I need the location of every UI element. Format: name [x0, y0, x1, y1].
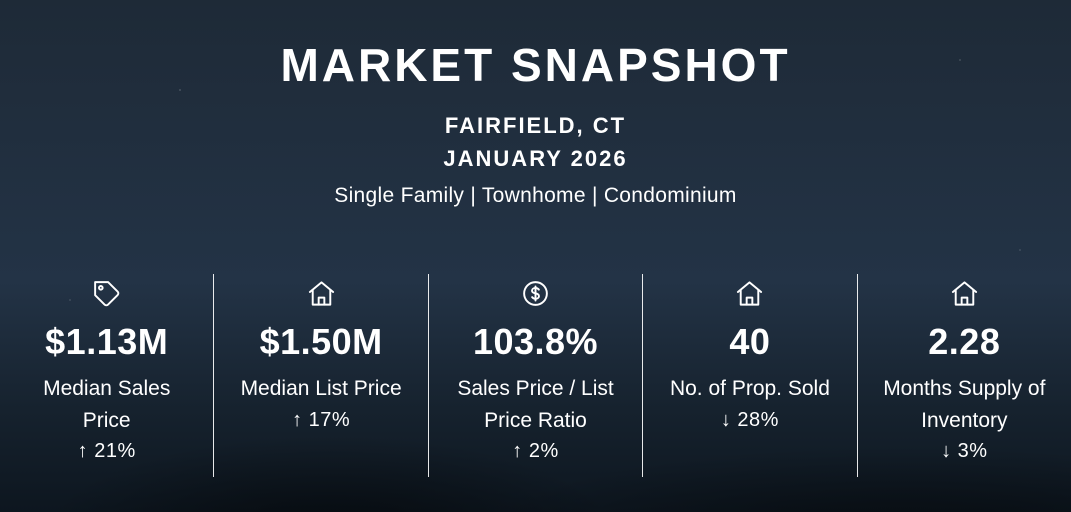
- stat-value: $1.13M: [45, 321, 169, 362]
- page-title: MARKET SNAPSHOT: [280, 39, 791, 91]
- stat-label: Sales Price / List Price Ratio: [457, 377, 614, 432]
- header: MARKET SNAPSHOT FAIRFIELD, CT JANUARY 20…: [0, 0, 1071, 208]
- stat-label: Months Supply of Inventory: [883, 377, 1046, 432]
- stat-value: 103.8%: [472, 321, 599, 362]
- stat-value: 40: [729, 321, 771, 362]
- stat-label: No. of Prop. Sold: [669, 377, 830, 400]
- stat-label: Median Sales Price: [43, 377, 171, 432]
- stat-change: ↑ 2%: [512, 440, 559, 462]
- stats-row: $1.13M Median Sales Price ↑ 21% $1.50M M…: [0, 274, 1071, 477]
- stat-value: $1.50M: [259, 321, 383, 362]
- home-icon: [949, 278, 980, 310]
- property-types-subtitle: Single Family | Townhome | Condominium: [334, 183, 737, 207]
- stat-value: 2.28: [928, 321, 1001, 362]
- dollar-circle-icon: [520, 278, 551, 310]
- stat-median-list-price: $1.50M Median List Price ↑ 17%: [213, 274, 427, 477]
- stat-change: ↑ 21%: [77, 440, 136, 462]
- home-icon: [306, 278, 337, 310]
- home-icon: [734, 278, 765, 310]
- tag-icon: [91, 278, 122, 310]
- location-subtitle: FAIRFIELD, CT: [444, 112, 627, 138]
- stat-change: ↓ 3%: [941, 440, 988, 462]
- stat-median-sales-price: $1.13M Median Sales Price ↑ 21%: [0, 274, 213, 477]
- period-subtitle: JANUARY 2026: [443, 145, 628, 171]
- stat-change: ↑ 17%: [292, 408, 351, 431]
- stat-properties-sold: 40 No. of Prop. Sold ↓ 28%: [642, 274, 856, 477]
- stat-label: Median List Price: [240, 377, 402, 400]
- stat-change: ↓ 28%: [720, 408, 779, 431]
- stat-months-supply: 2.28 Months Supply of Inventory ↓ 3%: [856, 274, 1071, 477]
- stat-sales-list-ratio: 103.8% Sales Price / List Price Ratio ↑ …: [427, 274, 642, 477]
